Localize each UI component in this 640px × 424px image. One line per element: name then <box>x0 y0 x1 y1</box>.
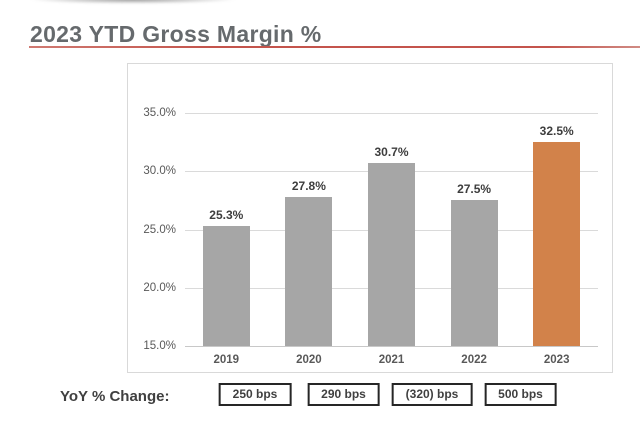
y-axis-tick-label: 20.0% <box>143 281 176 294</box>
y-axis-tick-label: 25.0% <box>143 223 176 236</box>
bar-value-label-2019: 25.3% <box>209 208 244 223</box>
top-edge-shadow <box>28 0 238 4</box>
x-axis-label-2020: 2020 <box>296 354 322 366</box>
bar-2023 <box>533 142 581 346</box>
x-axis-label-2019: 2019 <box>213 354 240 366</box>
yoy-box-1: 250 bps <box>218 383 292 406</box>
bar-2020 <box>285 196 333 346</box>
bar-2019 <box>202 226 250 346</box>
title-accent-divider <box>29 46 640 48</box>
yoy-box-4: 500 bps <box>484 383 557 406</box>
bar-value-label-2022: 27.5% <box>457 182 492 197</box>
bar-value-label-2023: 32.5% <box>539 124 574 139</box>
chart-frame: 35.0% 30.0% 25.0% 20.0% 15.0% 25.3% 2019 27.8% 2… <box>127 63 613 373</box>
yoy-change-label: YoY % Change: <box>60 388 170 405</box>
page-title: 2023 YTD Gross Margin % <box>30 21 322 48</box>
y-axis-tick-label: 15.0% <box>143 340 176 352</box>
x-axis-label-2022: 2022 <box>461 354 487 366</box>
plot-area: 35.0% 30.0% 25.0% 20.0% 15.0% 25.3% 2019 27.8% 2… <box>143 107 598 366</box>
gridline-35.0% <box>185 113 598 114</box>
bar-value-label-2021: 30.7% <box>374 145 409 160</box>
bar-2022 <box>450 200 498 346</box>
yoy-box-2: 290 bps <box>307 383 380 406</box>
y-axis-tick-label: 35.0% <box>143 107 176 119</box>
bar-value-label-2020: 27.8% <box>291 178 326 193</box>
x-axis-label-2021: 2021 <box>378 354 405 366</box>
yoy-box-3: (320) bps <box>391 383 473 406</box>
x-axis-label-2023: 2023 <box>543 354 570 366</box>
bar-2021 <box>368 163 415 346</box>
y-axis-tick-label: 30.0% <box>143 165 176 178</box>
gridline-15.0% <box>185 346 598 347</box>
